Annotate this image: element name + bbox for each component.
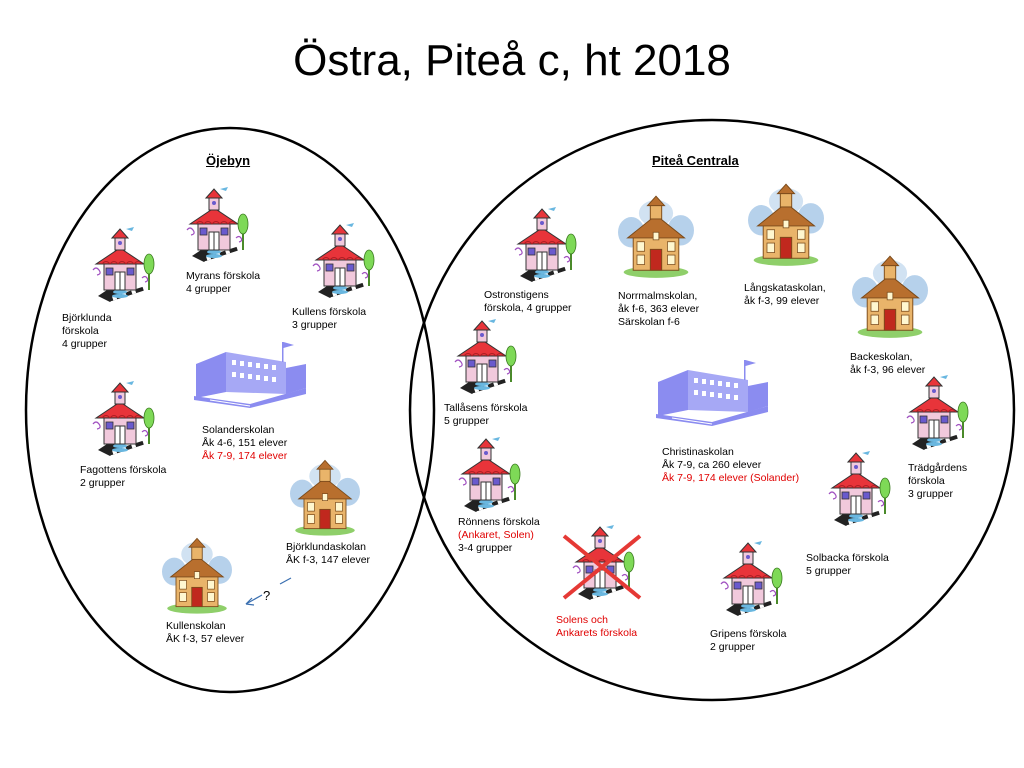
normalmskolan-label: Norrmalmskolan, åk f-6, 363 elever Särskol… <box>618 290 700 328</box>
slide-title: Östra, Piteå c, ht 2018 <box>293 36 731 85</box>
tallasens-preschool-icon <box>452 318 522 398</box>
tallasens-label: Tallåsens förskola 5 grupper <box>444 402 528 427</box>
myrans-preschool-icon <box>184 186 254 266</box>
ronnens-label: Rönnens förskola (Ankaret, Solen) 3-4 grup… <box>458 516 540 554</box>
fagottens-preschool-icon <box>90 380 160 460</box>
kullenskolan-school-icon <box>162 536 232 616</box>
bjorklunda-preschool-icon <box>90 226 160 306</box>
solbacka-preschool-icon <box>826 450 896 530</box>
christinaskolan-label: Christinaskolan Åk 7-9, ca 260 elever Åk 7… <box>662 446 800 484</box>
tradgardens-label: Trädgårdens förskola 3 grupper <box>908 462 968 500</box>
solens-ankarets-label: Solens och Ankarets förskola <box>556 614 638 639</box>
gripens-preschool-icon <box>718 540 788 620</box>
ojebyn-oval <box>24 126 436 694</box>
bjorklunda-label: Björklunda förskola 4 grupper <box>62 312 112 350</box>
region-title-ojebyn: Öjebyn <box>206 153 251 168</box>
fagottens-label: Fagottens förskola 2 grupper <box>80 464 167 489</box>
kullens-preschool-icon <box>310 222 380 302</box>
bjorklundaskolan-label: Björklundaskolan ÅK f-3, 147 elever <box>286 541 371 566</box>
kullens-label: Kullens förskola 3 grupper <box>292 306 367 331</box>
backeskolan-label: Backeskolan, åk f-3, 96 elever <box>850 351 926 376</box>
kullenskolan-label: Kullenskolan ÅK f-3, 57 elever <box>166 620 245 645</box>
bjorklundaskolan-school-icon <box>290 458 360 538</box>
ostronstigens-preschool-icon <box>512 206 582 286</box>
ronnens-preschool-icon <box>456 436 526 516</box>
gripens-label: Gripens förskola 2 grupper <box>710 628 787 653</box>
normalmskolan-school-icon <box>618 192 694 282</box>
backeskolan-school-icon <box>852 252 928 342</box>
myrans-label: Myrans förskola 4 grupper <box>186 270 261 295</box>
question-mark: ? <box>263 588 271 603</box>
cross-icon <box>562 534 642 600</box>
christinaskolan-building-icon <box>652 356 772 426</box>
region-title-central: Piteå Centrala <box>652 153 739 168</box>
langskataskolan-school-icon <box>748 180 824 270</box>
solanderskolan-building-icon <box>190 338 310 408</box>
ostronstigens-label: Ostronstigens förskola, 4 grupper <box>484 289 572 314</box>
central-oval <box>408 118 1016 702</box>
arrow-icon <box>245 577 292 606</box>
solbacka-label: Solbacka förskola 5 grupper <box>806 552 889 577</box>
solanderskolan-label: Solanderskolan Åk 4-6, 151 elever Åk 7-9, … <box>202 424 288 462</box>
langskataskolan-label: Långskataskolan, åk f-3, 99 elever <box>744 282 826 307</box>
tradgardens-preschool-icon <box>904 374 974 454</box>
